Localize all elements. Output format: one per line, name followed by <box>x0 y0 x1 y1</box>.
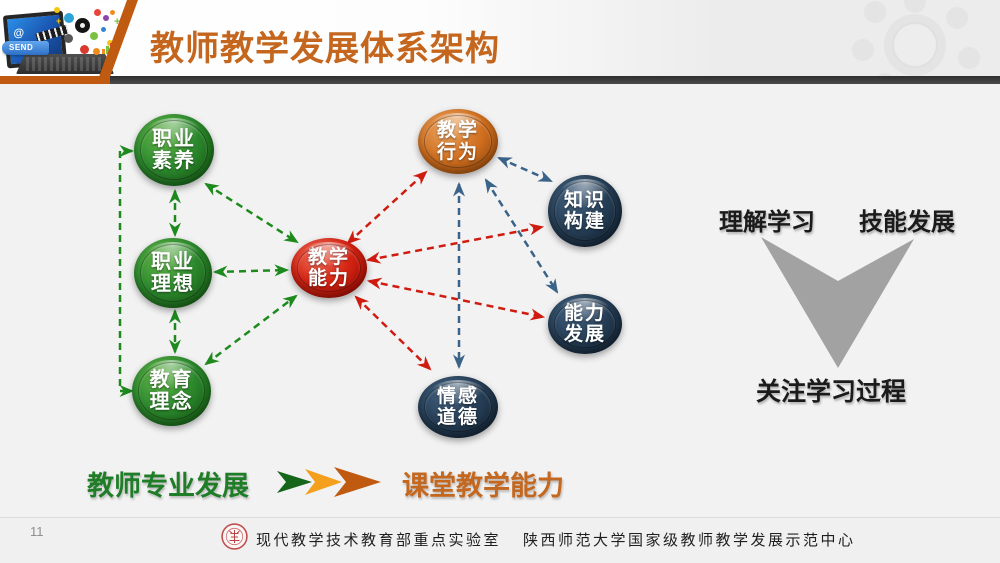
multimedia-collage-image: @ + + + SEND <box>2 3 122 75</box>
node-career-quality: 职业 素养 <box>134 114 214 186</box>
gray-v-chevron <box>761 237 914 368</box>
label-teacher-professional-development: 教师专业发展 <box>87 471 249 501</box>
header-divider-accent <box>0 76 110 84</box>
label-focus-learning-process: 关注学习过程 <box>756 378 907 406</box>
node-teaching-ability: 教学 能力 <box>291 238 367 298</box>
label-understand-learning: 理解学习 <box>719 209 815 236</box>
dark-orange-arrow-icon <box>334 467 381 497</box>
node-label: 情感 <box>436 385 479 407</box>
node-label: 素养 <box>152 150 196 172</box>
orange-fruit-icon <box>93 48 100 55</box>
node-label: 发展 <box>563 324 606 345</box>
node-ability-development: 能力 发展 <box>548 294 622 354</box>
node-teaching-behavior: 教学 行为 <box>418 109 498 174</box>
vinyl-center-icon <box>80 23 85 28</box>
green-arrow-icon <box>277 471 312 493</box>
node-label: 构建 <box>563 211 606 232</box>
blue-connectors <box>452 156 559 370</box>
label-skill-development: 技能发展 <box>859 209 955 236</box>
apple-icon <box>80 45 89 54</box>
page-title: 教师教学发展体系架构 <box>150 30 500 68</box>
node-label: 职业 <box>151 250 195 273</box>
laptop-keyboard-icon <box>16 54 114 74</box>
node-career-ideal: 职业 理想 <box>134 238 212 308</box>
footer-center-name: 陕西师范大学国家级教师教学发展示范中心 <box>523 531 856 549</box>
plus-icon: + <box>56 16 62 26</box>
red-connectors <box>346 170 546 371</box>
globe-icon <box>64 13 74 23</box>
seal-watermark <box>845 0 995 76</box>
send-ribbon: SEND <box>2 41 49 55</box>
slide-header: @ + + + SEND 教师教学发展体系架构 <box>0 0 1000 77</box>
star-dot-icon <box>54 7 60 13</box>
node-emotion-morality: 情感 道德 <box>418 376 498 438</box>
node-knowledge-construction: 知识 构建 <box>548 175 622 247</box>
node-label: 教育 <box>149 368 194 391</box>
node-label: 理想 <box>151 273 195 295</box>
gear-icon <box>64 34 73 43</box>
node-label: 道德 <box>436 407 479 428</box>
red-ball-icon <box>94 9 101 16</box>
label-classroom-teaching-ability: 课堂教学能力 <box>402 471 564 501</box>
plus-icon: + <box>114 16 121 28</box>
page-number: 11 <box>30 524 44 539</box>
node-label: 职业 <box>152 127 196 150</box>
university-seal-icon <box>221 523 248 555</box>
amber-arrow-icon <box>305 469 342 495</box>
node-label: 理念 <box>149 391 194 413</box>
node-label: 教学 <box>307 246 350 268</box>
chart-bar-icon <box>102 49 105 54</box>
node-label: 能力 <box>307 268 350 289</box>
slide-footer: 11 现代教学技术教育部重点实验室 陕西师范大学国家级教师教学发展示范中心 <box>0 517 1000 563</box>
node-label: 行为 <box>436 141 479 163</box>
green-ball-icon <box>90 32 98 40</box>
node-label: 知识 <box>563 189 606 211</box>
header-divider-bar <box>0 76 1000 84</box>
node-label: 能力 <box>563 302 606 324</box>
footer-lab-name: 现代教学技术教育部重点实验室 <box>256 531 502 549</box>
purple-ball-icon <box>103 15 109 21</box>
footer-institution-text: 现代教学技术教育部重点实验室 陕西师范大学国家级教师教学发展示范中心 <box>256 529 856 550</box>
node-education-philosophy: 教育 理念 <box>132 356 211 426</box>
node-label: 教学 <box>436 120 479 142</box>
orange-ball-icon <box>110 10 115 15</box>
blue-ball-icon <box>101 27 106 32</box>
